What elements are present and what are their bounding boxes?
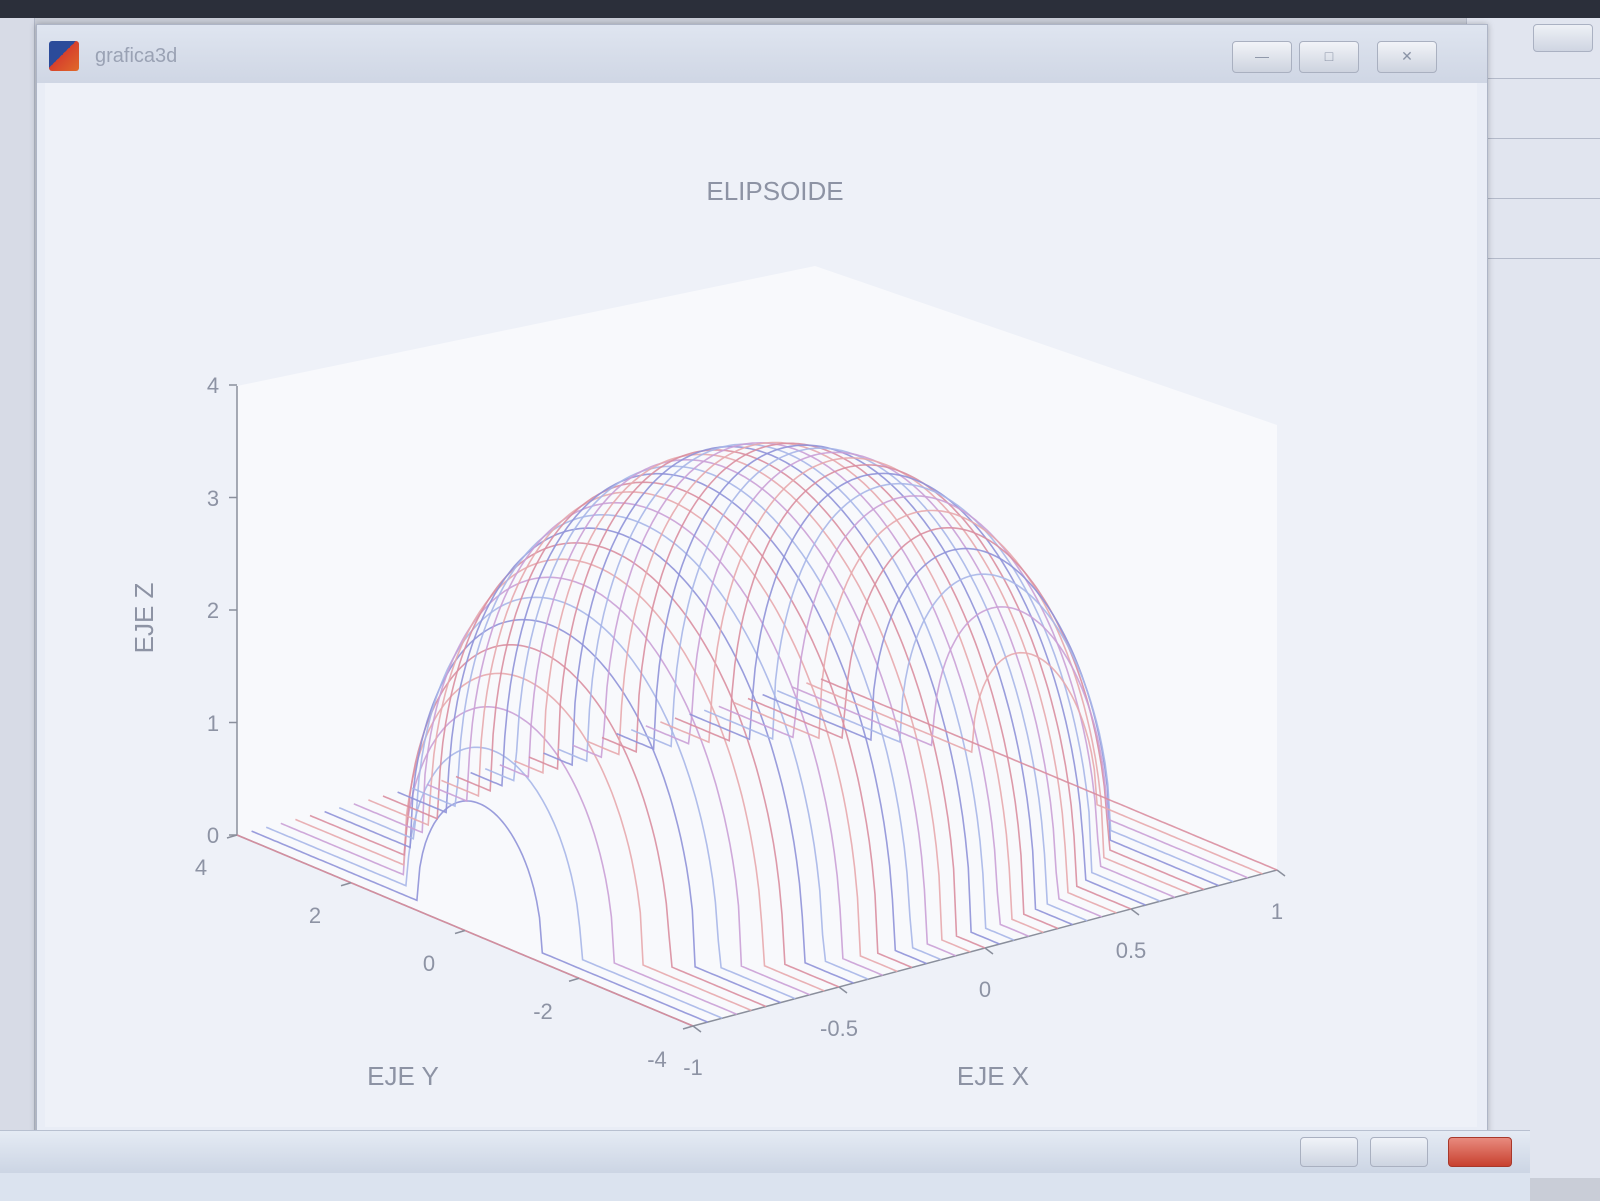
mesh-line xyxy=(499,459,957,957)
x-tick-label: 0 xyxy=(979,977,991,1002)
minimize-icon: — xyxy=(1255,48,1269,64)
mesh-line xyxy=(733,509,1190,895)
window-titlebar[interactable]: grafica3d — □ ✕ xyxy=(37,25,1487,83)
mesh-line xyxy=(324,618,781,1004)
mesh-line xyxy=(587,441,1044,934)
y-tick-label: -4 xyxy=(647,1047,667,1072)
tick-mark xyxy=(568,977,580,982)
background-window-left xyxy=(0,18,35,1138)
tick-mark xyxy=(682,1025,694,1030)
panel-divider xyxy=(1467,78,1600,79)
mesh-line xyxy=(455,481,913,969)
mesh-line xyxy=(411,514,869,980)
mesh-line xyxy=(630,447,1088,922)
tick-mark xyxy=(1276,869,1286,877)
mesh-line xyxy=(338,596,796,1000)
surface-mesh xyxy=(236,441,1278,1027)
mesh-line xyxy=(718,495,1176,899)
z-tick-label: 2 xyxy=(207,598,219,623)
tick-mark xyxy=(1130,908,1140,916)
panel-divider xyxy=(1467,138,1600,139)
x-tick-label: -1 xyxy=(683,1055,703,1080)
x-tick-label: 0.5 xyxy=(1116,938,1147,963)
mesh-line xyxy=(484,465,942,961)
mesh-line xyxy=(806,651,1263,875)
mesh-line xyxy=(397,527,854,984)
mesh-line xyxy=(353,576,811,996)
mesh-line xyxy=(747,527,1205,891)
z-axis-label: EJE Z xyxy=(129,582,159,653)
x-tick-label: -0.5 xyxy=(820,1016,858,1041)
y-tick-label: 2 xyxy=(309,903,321,928)
mesh-line xyxy=(441,491,898,973)
y-tick-label: 0 xyxy=(423,951,435,976)
background-panel-right xyxy=(1466,18,1600,1178)
mesh-line xyxy=(791,606,1249,879)
tick-marks xyxy=(226,384,1286,1033)
mesh-line xyxy=(689,472,1146,906)
close-button[interactable]: ✕ xyxy=(1377,41,1437,73)
background-window-bottom xyxy=(0,1130,1530,1201)
mesh-line xyxy=(514,453,971,953)
screen-top-edge xyxy=(0,0,1600,18)
minimize-button[interactable]: — xyxy=(1232,41,1292,73)
z-tick-label: 4 xyxy=(207,373,219,398)
y-tick-label: 4 xyxy=(195,855,207,880)
window-title: grafica3d xyxy=(95,45,178,67)
mesh-line xyxy=(470,472,927,965)
panel-divider xyxy=(1467,198,1600,199)
x-axis-label: EJE X xyxy=(957,1061,1029,1091)
app-icon xyxy=(49,41,79,71)
mesh-line xyxy=(543,445,1000,945)
mesh-line xyxy=(776,573,1234,883)
mesh-line xyxy=(572,441,1030,938)
close-icon: ✕ xyxy=(1401,48,1413,64)
panel-button[interactable] xyxy=(1533,24,1593,52)
tick-mark xyxy=(692,1025,702,1033)
mesh-line xyxy=(660,457,1117,914)
mesh-line xyxy=(426,501,884,977)
z-tick-label: 3 xyxy=(207,486,219,511)
maximize-icon: □ xyxy=(1324,48,1334,64)
bottom-minimize-button[interactable] xyxy=(1300,1137,1358,1167)
mesh-line xyxy=(703,482,1161,902)
mesh-line xyxy=(820,678,1278,871)
mesh-line xyxy=(309,644,767,1008)
mesh-line xyxy=(368,558,825,992)
tick-mark xyxy=(838,986,848,994)
bottom-window-titlebar[interactable] xyxy=(0,1131,1530,1173)
mesh-line xyxy=(280,706,738,1016)
mesh-line xyxy=(674,464,1132,910)
figure-canvas: ELIPSOIDE 1 0.5 0 -0.5 -1 4 2 0 -2 -4 0 … xyxy=(45,83,1477,1127)
panel-divider xyxy=(1467,258,1600,259)
x-tick-label: 1 xyxy=(1271,899,1283,924)
tick-mark xyxy=(984,947,994,955)
maximize-button[interactable]: □ xyxy=(1299,41,1359,73)
ellipsoid-plot[interactable]: ELIPSOIDE 1 0.5 0 -0.5 -1 4 2 0 -2 -4 0 … xyxy=(45,83,1477,1127)
bottom-close-button[interactable] xyxy=(1448,1137,1512,1167)
mesh-line xyxy=(762,547,1219,887)
chart-title: ELIPSOIDE xyxy=(706,176,843,206)
tick-mark xyxy=(340,882,352,887)
bottom-maximize-button[interactable] xyxy=(1370,1137,1428,1167)
z-tick-label: 0 xyxy=(207,823,219,848)
y-tick-label: -2 xyxy=(533,999,553,1024)
figure-window: grafica3d — □ ✕ ELIPSOIDE 1 0.5 0 -0.5 -… xyxy=(36,24,1488,1136)
mesh-line xyxy=(265,746,723,1019)
tick-mark xyxy=(454,929,466,935)
y-axis-label: EJE Y xyxy=(367,1061,439,1091)
z-tick-label: 1 xyxy=(207,711,219,736)
axes-background xyxy=(237,266,1277,1026)
mesh-line xyxy=(557,443,1015,941)
mesh-line xyxy=(251,800,708,1023)
